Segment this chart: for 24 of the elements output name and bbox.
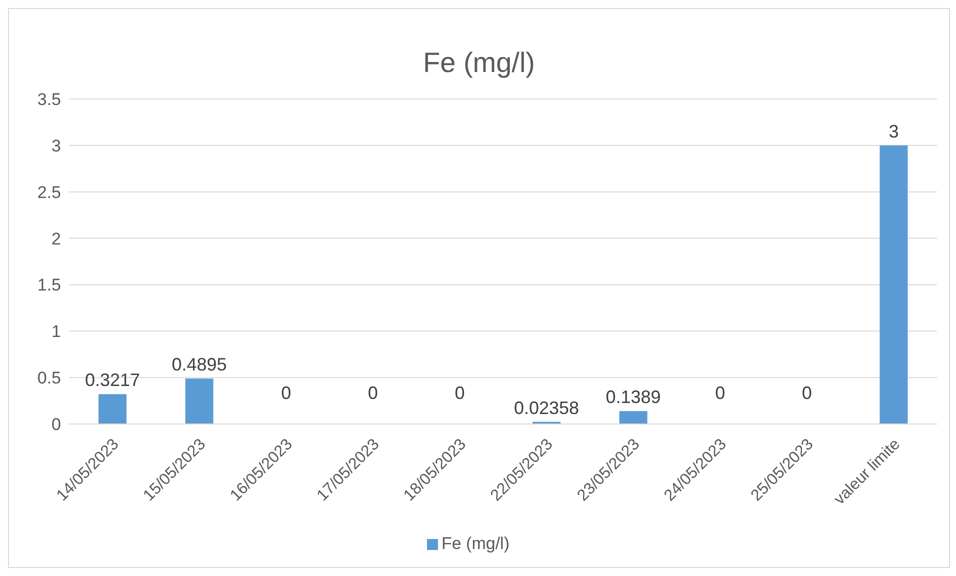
bar bbox=[619, 411, 648, 424]
data-label: 0.3217 bbox=[84, 370, 140, 390]
data-label: 0.4895 bbox=[172, 354, 227, 375]
data-label: 0 bbox=[454, 383, 465, 403]
y-tick-label: 1.5 bbox=[37, 276, 61, 295]
bar bbox=[185, 378, 214, 424]
data-label: 0 bbox=[802, 383, 812, 403]
y-tick-label: 2.5 bbox=[37, 182, 61, 202]
chart-title: Fe (mg/l) bbox=[422, 46, 536, 79]
bar bbox=[98, 394, 127, 424]
data-label: 0.1389 bbox=[606, 387, 661, 408]
y-tick-label: 3.5 bbox=[37, 90, 61, 110]
y-tick-label: 0.5 bbox=[37, 368, 61, 388]
data-label: 3 bbox=[888, 121, 899, 142]
y-tick-label: 1 bbox=[52, 322, 61, 342]
data-label: 0 bbox=[368, 383, 378, 403]
y-tick-label: 3 bbox=[52, 136, 61, 156]
data-label: 0.02358 bbox=[514, 398, 580, 418]
data-label: 0 bbox=[715, 383, 726, 403]
data-label: 0 bbox=[281, 383, 292, 403]
legend-label: Fe (mg/l) bbox=[442, 534, 510, 553]
y-tick-label: 0 bbox=[52, 415, 61, 434]
y-tick-label: 2 bbox=[52, 229, 61, 248]
bar bbox=[880, 145, 908, 424]
